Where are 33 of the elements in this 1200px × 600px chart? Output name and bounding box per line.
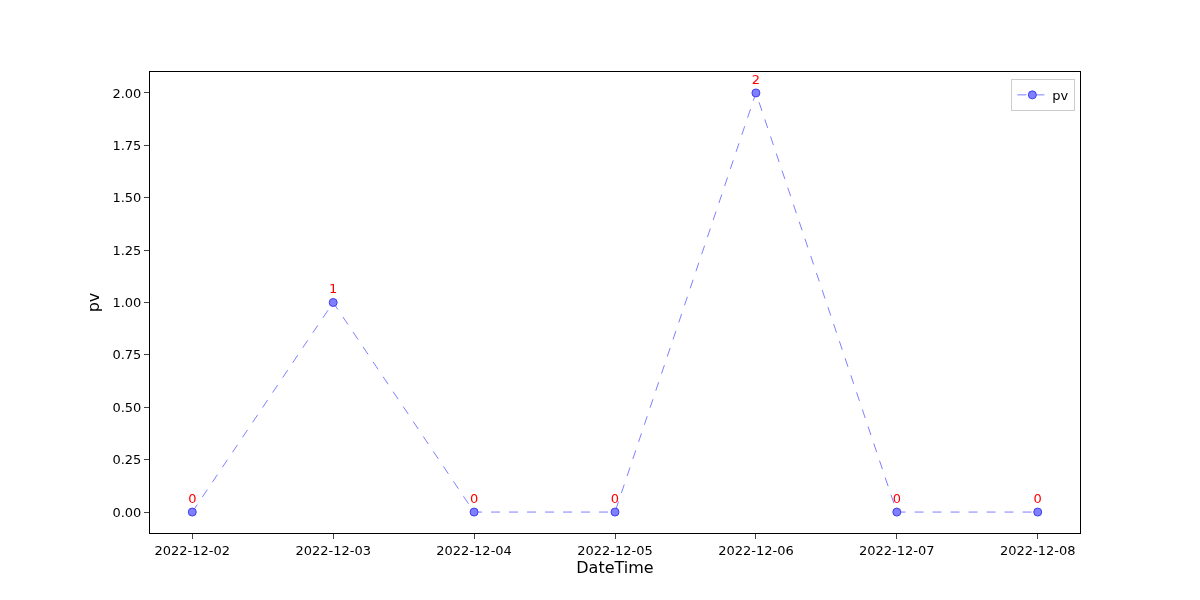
x-tick-label: 2022-12-06 [718,542,794,558]
point [469,507,479,517]
y-tick-label: 0.75 [112,347,142,363]
point [1033,507,1043,517]
data-label: 0 [1033,490,1042,506]
y-tick-label: 2.00 [112,85,142,101]
x-tick-label: 2022-12-04 [436,542,512,558]
data-label: 0 [892,490,901,506]
y-tick-label: 0.25 [112,452,142,468]
y-tick-label: 0.00 [112,504,142,520]
x-tick-label: 2022-12-03 [295,542,371,558]
x-tick-label: 2022-12-07 [859,542,935,558]
data-label: 0 [610,490,620,506]
point [187,507,197,517]
point [610,507,620,517]
y-tick-label: 1.50 [112,190,142,206]
y-tick-label: 0.50 [112,399,142,415]
point [892,507,902,517]
x-axis-title: DateTime [576,558,654,578]
point [751,88,761,98]
x-tick-label: 2022-12-02 [154,542,231,558]
legend-label: pv [1052,87,1069,103]
y-axis-title: pv [84,292,104,313]
data-label: 2 [751,71,761,87]
data-label: 0 [188,490,197,506]
y-tick-label: 1.25 [112,242,142,258]
point [328,298,338,307]
y-tick-label: 1.00 [112,295,142,311]
data-label: 1 [329,281,338,297]
y-tick-label: 1.75 [112,137,142,153]
x-tick-label: 2022-12-08 [999,542,1076,558]
x-tick-label: 2022-12-05 [577,542,653,558]
data-label: 0 [469,490,479,506]
